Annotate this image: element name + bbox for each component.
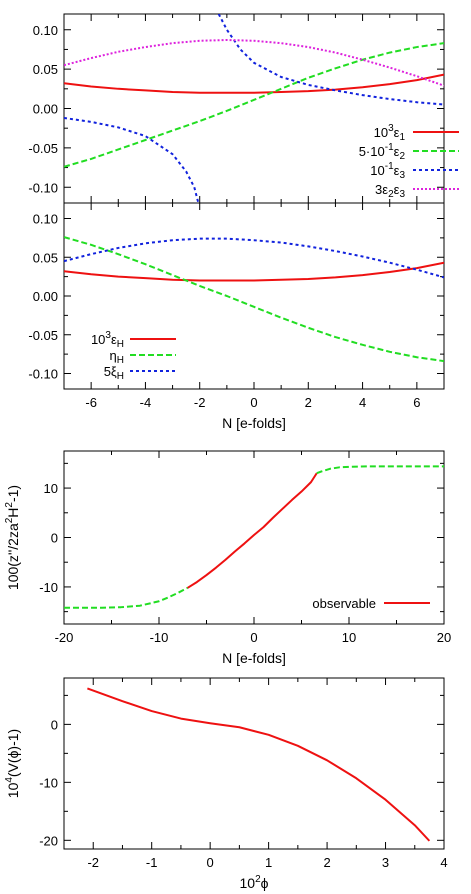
legend-label: 3ε2ε3: [375, 182, 405, 200]
y-tick-label: -0.10: [28, 180, 58, 195]
legend-label: 5ξH: [104, 364, 124, 382]
x-tick-label: -4: [140, 395, 152, 410]
series-group: [64, 14, 444, 203]
x-tick-label: -20: [55, 630, 74, 645]
y-tick-label: 0.00: [33, 289, 58, 304]
y-tick-label: -10: [39, 580, 58, 595]
x-axis-label: N [e-folds]: [222, 415, 286, 431]
legend-label: 103εH: [91, 330, 124, 350]
x-tick-label: 10: [342, 630, 356, 645]
y-tick-label: -0.05: [28, 141, 58, 156]
series-group: [64, 465, 444, 609]
legend-label: 10-1ε3: [370, 161, 405, 181]
plot-frame: [63, 450, 445, 625]
series-line-unlabeled-3: [316, 465, 444, 475]
x-tick-label: -6: [85, 395, 97, 410]
y-axis-label: 104(V(ϕ)-1): [4, 729, 21, 798]
y-axis-label: 100(z''/2za2H2-1): [4, 485, 21, 590]
x-tick-label: -1: [146, 855, 158, 870]
x-tick-label: 0: [250, 630, 257, 645]
y-tick-label: 0: [51, 531, 58, 546]
series-line-3: [64, 237, 444, 279]
x-tick-label: -2: [194, 395, 206, 410]
y-tick-label: 0: [51, 717, 58, 732]
y-tick-label: -20: [39, 833, 58, 848]
x-axis-label: 102ϕ: [240, 874, 269, 891]
series-line-2: [64, 236, 444, 363]
y-tick-label: 0.00: [33, 102, 58, 117]
y-tick-label: 0.05: [33, 250, 58, 265]
x-axis-label: N [e-folds]: [222, 650, 286, 666]
series-line-1: [186, 472, 318, 589]
series-line-2: [64, 42, 444, 168]
y-tick-label: -0.10: [28, 367, 58, 382]
series-group: [87, 687, 431, 842]
x-tick-label: 2: [323, 855, 330, 870]
x-tick-label: 0: [207, 855, 214, 870]
y-tick-label: -10: [39, 775, 58, 790]
y-tick-label: 0.10: [33, 23, 58, 38]
y-tick-label: 0.10: [33, 212, 58, 227]
series-line-4: [64, 38, 444, 87]
series-line-1: [64, 261, 444, 282]
x-tick-label: 6: [413, 395, 420, 410]
x-tick-label: 1: [265, 855, 272, 870]
y-tick-label: -0.05: [28, 328, 58, 343]
series-line-unlabeled-1: [87, 687, 431, 842]
series-line-1: [64, 73, 444, 94]
y-tick-label: 0.05: [33, 62, 58, 77]
y-tick-label: 10: [44, 481, 58, 496]
x-tick-label: 4: [440, 855, 447, 870]
legend-label: observable: [312, 596, 376, 611]
x-tick-label: 4: [359, 395, 366, 410]
x-tick-label: 2: [305, 395, 312, 410]
plot-frame: [63, 13, 445, 204]
x-tick-label: 3: [382, 855, 389, 870]
panel-top: 0.10 0.05 0.00 -0.05 -0.10 103ε15·10-1ε210-1ε…: [28, 13, 459, 204]
x-tick-label: 20: [437, 630, 451, 645]
panel-middle: 0.10 0.05 0.00 -0.05 -0.10 -6 -4 -2 0 2 4 6 N [e-fol…: [28, 202, 445, 431]
legend-label: 5·10-1ε2: [359, 142, 406, 162]
legend-label: 103ε1: [374, 123, 406, 143]
series-line-unlabeled-2: [64, 587, 188, 609]
series-line-3: [64, 14, 444, 203]
x-tick-label: -10: [150, 630, 169, 645]
series-group: [64, 236, 444, 363]
x-tick-label: -2: [87, 855, 99, 870]
plot-frame: [63, 677, 445, 850]
x-tick-label: 0: [250, 395, 257, 410]
panel-third: 10 0 -10 -20 -10 0 10 20 N [e-folds] 100(z''/2za2…: [4, 450, 451, 666]
